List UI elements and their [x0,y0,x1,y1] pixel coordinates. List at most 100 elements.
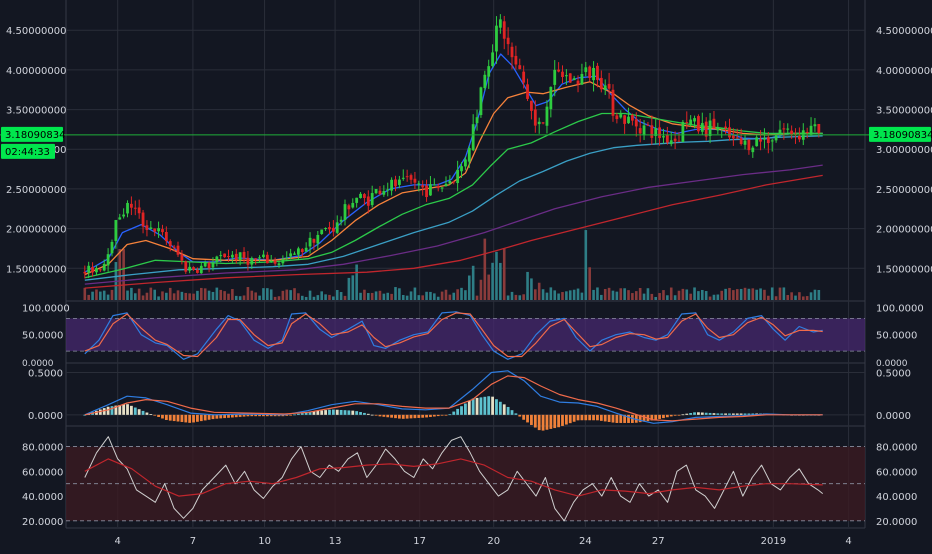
candle-body [320,229,324,235]
volume-bar [720,290,724,300]
candle-body [549,86,553,110]
volume-bar [149,287,153,300]
candle-body [339,219,343,222]
candle-body [522,71,526,83]
stoch-y-tick-left: 50.0000 [22,331,63,342]
volume-bar [95,289,98,300]
macd-histogram-bar [654,414,658,420]
macd-histogram-bar [526,414,529,423]
macd-histogram-bar [164,414,168,420]
macd-histogram-bar [118,405,122,415]
volume-bar [778,287,782,300]
x-tick-label: 2019 [761,536,786,547]
candle-body [184,261,188,272]
macd-histogram-bar [207,414,211,420]
macd-histogram-bar [743,413,747,415]
candle-body [328,227,331,230]
volume-bar [805,296,809,300]
candle-body [351,202,355,208]
volume-bar [650,293,654,300]
volume-bar [565,291,568,300]
candle-body [731,135,735,139]
macd-histogram-bar [106,406,110,415]
candle-body [685,122,689,124]
volume-bar [351,275,355,300]
macd-histogram-bar [564,414,568,425]
candle-body [545,106,549,126]
volume-bar [157,296,160,300]
candle-body [568,73,572,83]
candle-body [541,122,545,124]
volume-bar [530,278,533,300]
rsi-y-tick-right: 40.0000 [876,492,917,503]
candle-body [172,246,176,248]
rsi-y-tick-left: 60.0000 [22,467,63,478]
moving-average-line [84,81,823,276]
volume-bar [394,287,397,300]
macd-histogram-bar [374,414,378,416]
candle-body [397,179,401,185]
candle-body [599,77,603,90]
volume-bar [619,288,623,300]
candle-body [444,183,448,187]
macd-histogram-bar [382,414,386,417]
candle-body [157,228,160,232]
volume-bar [708,296,712,300]
candle-body [242,251,246,259]
volume-bar [693,287,696,300]
rsi-y-tick-right: 80.0000 [876,443,917,454]
volume-bar [436,296,440,300]
candle-body [805,131,809,134]
y-tick-label-left: 2.00000000 [6,225,66,236]
volume-bar [471,265,475,300]
volume-bar [324,294,327,300]
macd-histogram-bar [681,414,685,416]
macd-histogram-bar [188,414,192,423]
macd-histogram-bar [658,414,661,419]
y-tick-label-left: 1.50000000 [6,264,66,275]
macd-histogram-bar [429,414,432,417]
candle-body [751,147,755,153]
volume-bar [359,292,362,300]
macd-histogram-bar [545,414,549,430]
volume-bar [596,287,599,300]
candle-body [207,262,211,269]
candle-body [110,241,114,254]
candle-body [479,87,483,116]
macd-histogram-bar [627,414,630,423]
macd-y-tick-right: 0.5000 [876,368,911,379]
macd-histogram-bar [553,414,557,429]
macd-histogram-bar [184,414,188,423]
macd-histogram-bar [506,406,510,415]
volume-bar [452,292,456,300]
panels-layer [0,14,932,522]
volume-bar [794,295,797,300]
macd-histogram-bar [227,414,230,418]
macd-histogram-bar [343,410,347,415]
macd-histogram-bar [269,414,273,417]
candle-body [366,196,370,206]
volume-bar [763,289,766,300]
volume-bar [374,291,378,300]
volume-bar [386,292,390,300]
volume-bar [390,293,393,300]
macd-histogram-bar [708,412,712,415]
volume-bar [634,291,638,300]
volume-bar [770,287,774,300]
candle-body [728,127,731,138]
candle-body [394,179,397,187]
candle-body [564,75,568,77]
candle-body [137,207,141,214]
macd-histogram-bar [153,414,157,416]
volume-bar [526,271,529,300]
volume-bar [759,288,762,300]
candle-body [817,123,821,133]
candle-body [285,257,289,259]
volume-bar [716,294,720,300]
macd-histogram-bar [483,396,487,415]
volume-bar [223,291,226,300]
candle-body [188,266,192,271]
volume-bar [739,288,743,300]
candle-body [269,260,273,263]
